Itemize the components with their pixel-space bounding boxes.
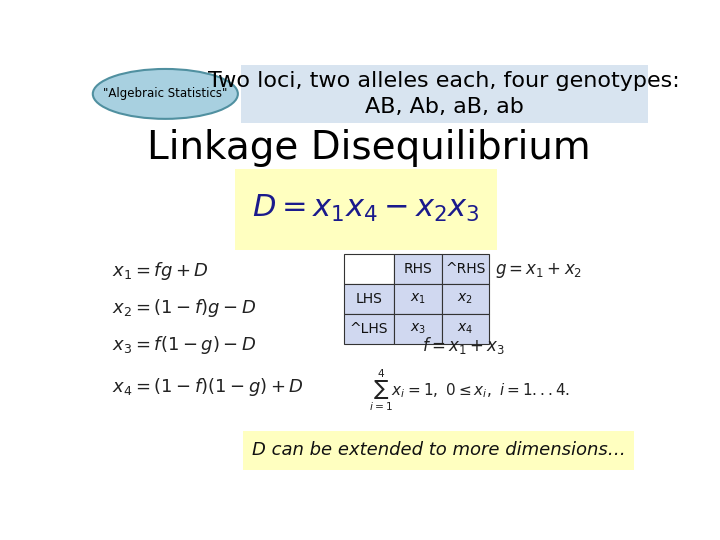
Text: $x_3 = f(1-g) - D$: $x_3 = f(1-g) - D$ bbox=[112, 334, 256, 356]
Ellipse shape bbox=[93, 69, 238, 119]
Text: $x_3$: $x_3$ bbox=[410, 322, 426, 336]
Text: Two loci, two alleles each, four genotypes:
AB, Ab, aB, ab: Two loci, two alleles each, four genotyp… bbox=[209, 71, 680, 117]
Text: D can be extended to more dimensions…: D can be extended to more dimensions… bbox=[252, 441, 626, 459]
Text: RHS: RHS bbox=[403, 262, 432, 276]
Text: ^LHS: ^LHS bbox=[350, 322, 388, 336]
Text: LHS: LHS bbox=[356, 292, 382, 306]
Text: $x_1$: $x_1$ bbox=[410, 292, 426, 306]
FancyBboxPatch shape bbox=[344, 284, 394, 314]
Text: $x_1 = fg + D$: $x_1 = fg + D$ bbox=[112, 260, 209, 282]
FancyBboxPatch shape bbox=[344, 254, 394, 284]
Text: ^RHS: ^RHS bbox=[445, 262, 485, 276]
FancyBboxPatch shape bbox=[240, 65, 648, 123]
Text: $g = x_1 + x_2$: $g = x_1 + x_2$ bbox=[495, 261, 582, 280]
Text: $D = x_1 x_4 - x_2 x_3$: $D = x_1 x_4 - x_2 x_3$ bbox=[252, 193, 480, 224]
Text: Linkage Disequilibrium: Linkage Disequilibrium bbox=[147, 129, 591, 167]
Text: $\sum_{i=1}^{4} x_i = 1,\ 0 \leq x_i,\ i=1...4.$: $\sum_{i=1}^{4} x_i = 1,\ 0 \leq x_i,\ i… bbox=[369, 367, 570, 413]
FancyBboxPatch shape bbox=[235, 169, 498, 250]
Text: $f = x_1 + x_3$: $f = x_1 + x_3$ bbox=[422, 335, 505, 356]
FancyBboxPatch shape bbox=[394, 284, 441, 314]
Text: "Algebraic Statistics": "Algebraic Statistics" bbox=[103, 87, 228, 100]
Text: $x_4 = (1-f)(1-g) + D$: $x_4 = (1-f)(1-g) + D$ bbox=[112, 376, 304, 398]
FancyBboxPatch shape bbox=[394, 314, 441, 344]
FancyBboxPatch shape bbox=[441, 314, 489, 344]
FancyBboxPatch shape bbox=[344, 314, 394, 344]
Text: $x_2$: $x_2$ bbox=[457, 292, 473, 306]
FancyBboxPatch shape bbox=[394, 254, 441, 284]
Text: $x_2 = (1-f)g - D$: $x_2 = (1-f)g - D$ bbox=[112, 297, 256, 319]
FancyBboxPatch shape bbox=[243, 431, 634, 470]
Text: $x_4$: $x_4$ bbox=[457, 322, 473, 336]
FancyBboxPatch shape bbox=[441, 254, 489, 284]
FancyBboxPatch shape bbox=[441, 284, 489, 314]
